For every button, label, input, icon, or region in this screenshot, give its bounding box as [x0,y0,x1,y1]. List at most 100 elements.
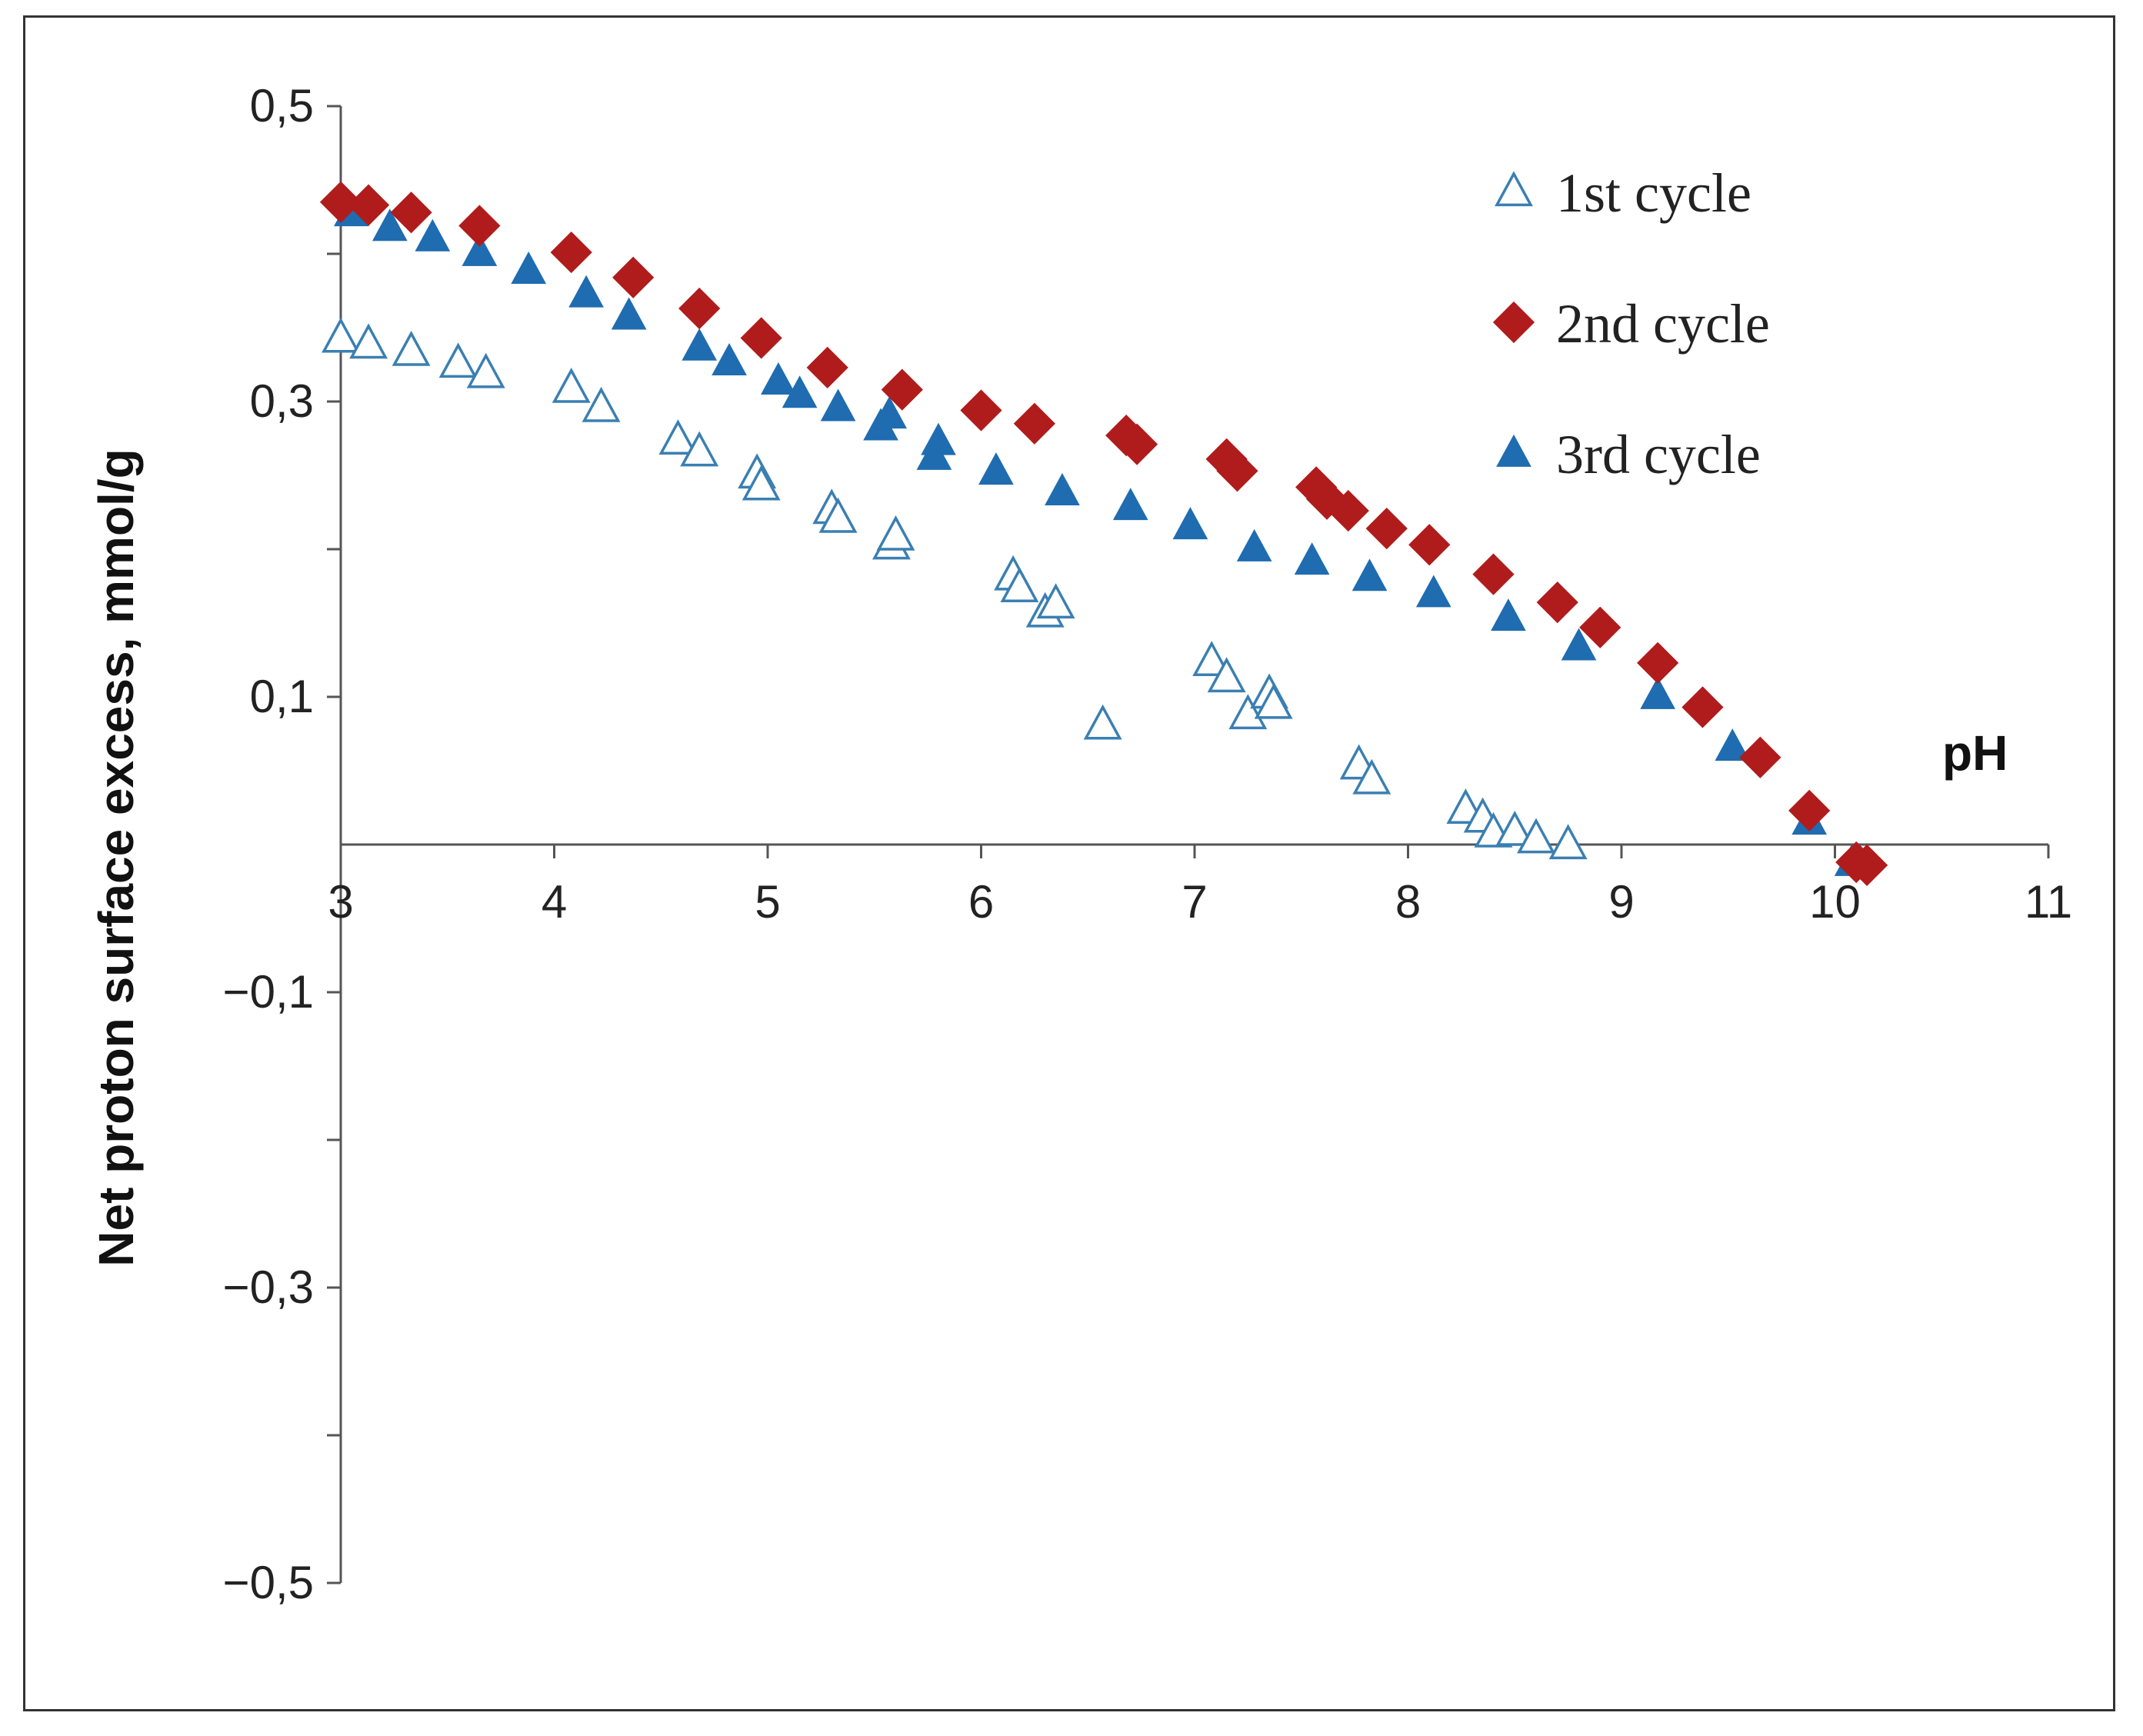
point-3rd-cycle [712,343,747,375]
y-tick-label: −0,5 [223,1557,314,1608]
point-3rd-cycle [1561,628,1597,661]
point-1st-cycle [1352,758,1391,795]
point-1st-cycle [322,317,360,353]
point-1st-cycle [1228,694,1268,730]
chart-canvas: 0,5 0,3 0,1 −0,1 −0,3 −0,5 3 4 5 6 7 8 9 10 11 1st cyc… [88,80,2073,1608]
point-1st-cycle [1207,657,1246,693]
point-3rd-cycle [1640,676,1676,709]
point-1st-cycle [1192,641,1231,676]
point-1st-cycle [1083,704,1122,740]
point-2nd-cycle [678,287,721,330]
x-tick-label: 11 [2025,876,2072,928]
point-3rd-cycle [611,297,647,330]
point-2nd-cycle [1681,686,1724,728]
point-2nd-cycle [740,317,782,359]
point-3rd-cycle [1491,598,1526,631]
legend-marker-2nd-cycle [1492,301,1535,344]
point-3rd-cycle [872,396,908,429]
point-2nd-cycle [1788,789,1831,831]
point-2nd-cycle [1579,606,1621,648]
point-1st-cycle [876,515,915,551]
point-2nd-cycle [960,389,1002,432]
data-points [319,181,1888,886]
x-tick-label: 4 [542,876,567,928]
x-tick-label: 8 [1395,876,1421,928]
point-3rd-cycle [372,208,408,242]
point-2nd-cycle [1327,489,1369,532]
legend-marker-1st-cycle [1495,171,1533,207]
point-2nd-cycle [1216,450,1258,492]
point-1st-cycle [658,419,698,455]
point-2nd-cycle [319,181,362,223]
point-2nd-cycle [1408,524,1451,566]
x-tick-label: 3 [328,876,353,928]
point-1st-cycle [742,465,781,501]
point-3rd-cycle [1236,528,1272,561]
point-3rd-cycle [1715,728,1751,761]
point-3rd-cycle [415,218,451,252]
legend: 1st cycle 2nd cycle 3rd cycle [1492,162,1770,485]
x-tick-label: 6 [968,876,994,928]
point-3rd-cycle [682,328,718,361]
point-3rd-cycle [782,375,818,408]
point-3rd-cycle [1294,542,1330,575]
point-2nd-cycle [390,192,432,234]
point-3rd-cycle [1045,472,1080,505]
point-3rd-cycle [921,422,956,455]
point-2nd-cycle [550,231,592,274]
point-1st-cycle [680,431,719,467]
point-2nd-cycle [1013,402,1055,445]
point-1st-cycle [1254,683,1293,719]
point-1st-cycle [818,497,858,533]
point-3rd-cycle [568,275,604,308]
legend-label-3rd-cycle: 3rd cycle [1556,424,1761,485]
point-1st-cycle [1517,818,1555,854]
point-3rd-cycle [511,251,547,284]
point-1st-cycle [438,342,478,378]
point-2nd-cycle [347,184,390,226]
legend-label-2nd-cycle: 2nd cycle [1556,293,1770,355]
point-1st-cycle [1495,810,1535,846]
point-2nd-cycle [806,346,848,388]
point-3rd-cycle [462,233,498,266]
y-tick-label: −0,3 [223,1261,314,1313]
legend-label-1st-cycle: 1st cycle [1556,162,1751,224]
point-1st-cycle [466,352,505,388]
point-2nd-cycle [1365,508,1408,550]
point-2nd-cycle [1637,641,1679,684]
point-1st-cycle [349,323,388,359]
axes: 0,5 0,3 0,1 −0,1 −0,3 −0,5 3 4 5 6 7 8 9 10 11 [223,80,2073,1608]
y-axis-title: Net proton surface excess, mmol/g [88,448,144,1266]
y-tick-label: 0,5 [250,80,314,132]
point-2nd-cycle [1115,423,1158,465]
point-2nd-cycle [1536,581,1578,624]
x-tick-label: 7 [1181,876,1207,928]
point-1st-cycle [1548,824,1588,860]
point-2nd-cycle [612,256,655,298]
point-1st-cycle [1036,583,1075,619]
point-2nd-cycle [458,205,501,247]
point-3rd-cycle [820,388,856,422]
x-axis-title: pH [1942,725,2008,781]
point-3rd-cycle [1351,558,1388,591]
chart-frame: 0,5 0,3 0,1 −0,1 −0,3 −0,5 3 4 5 6 7 8 9 10 11 1st cyc… [23,15,2115,1711]
point-1st-cycle [392,330,431,366]
point-1st-cycle [552,367,591,403]
y-tick-label: −0,1 [223,966,314,1018]
point-3rd-cycle [1112,488,1148,521]
y-tick-label: 0,1 [250,671,314,722]
point-1st-cycle [582,386,621,422]
point-2nd-cycle [1739,736,1781,778]
x-tick-label: 10 [1809,876,1861,928]
point-3rd-cycle [761,362,796,395]
point-3rd-cycle [1415,575,1451,608]
point-1st-cycle [1000,567,1039,602]
point-3rd-cycle [978,452,1014,485]
point-3rd-cycle [1172,507,1208,540]
point-2nd-cycle [1846,844,1888,886]
legend-marker-3rd-cycle [1496,434,1531,467]
x-tick-label: 5 [755,876,780,928]
point-2nd-cycle [1472,553,1515,595]
x-tick-label: 9 [1608,876,1634,928]
y-tick-label: 0,3 [250,375,314,427]
